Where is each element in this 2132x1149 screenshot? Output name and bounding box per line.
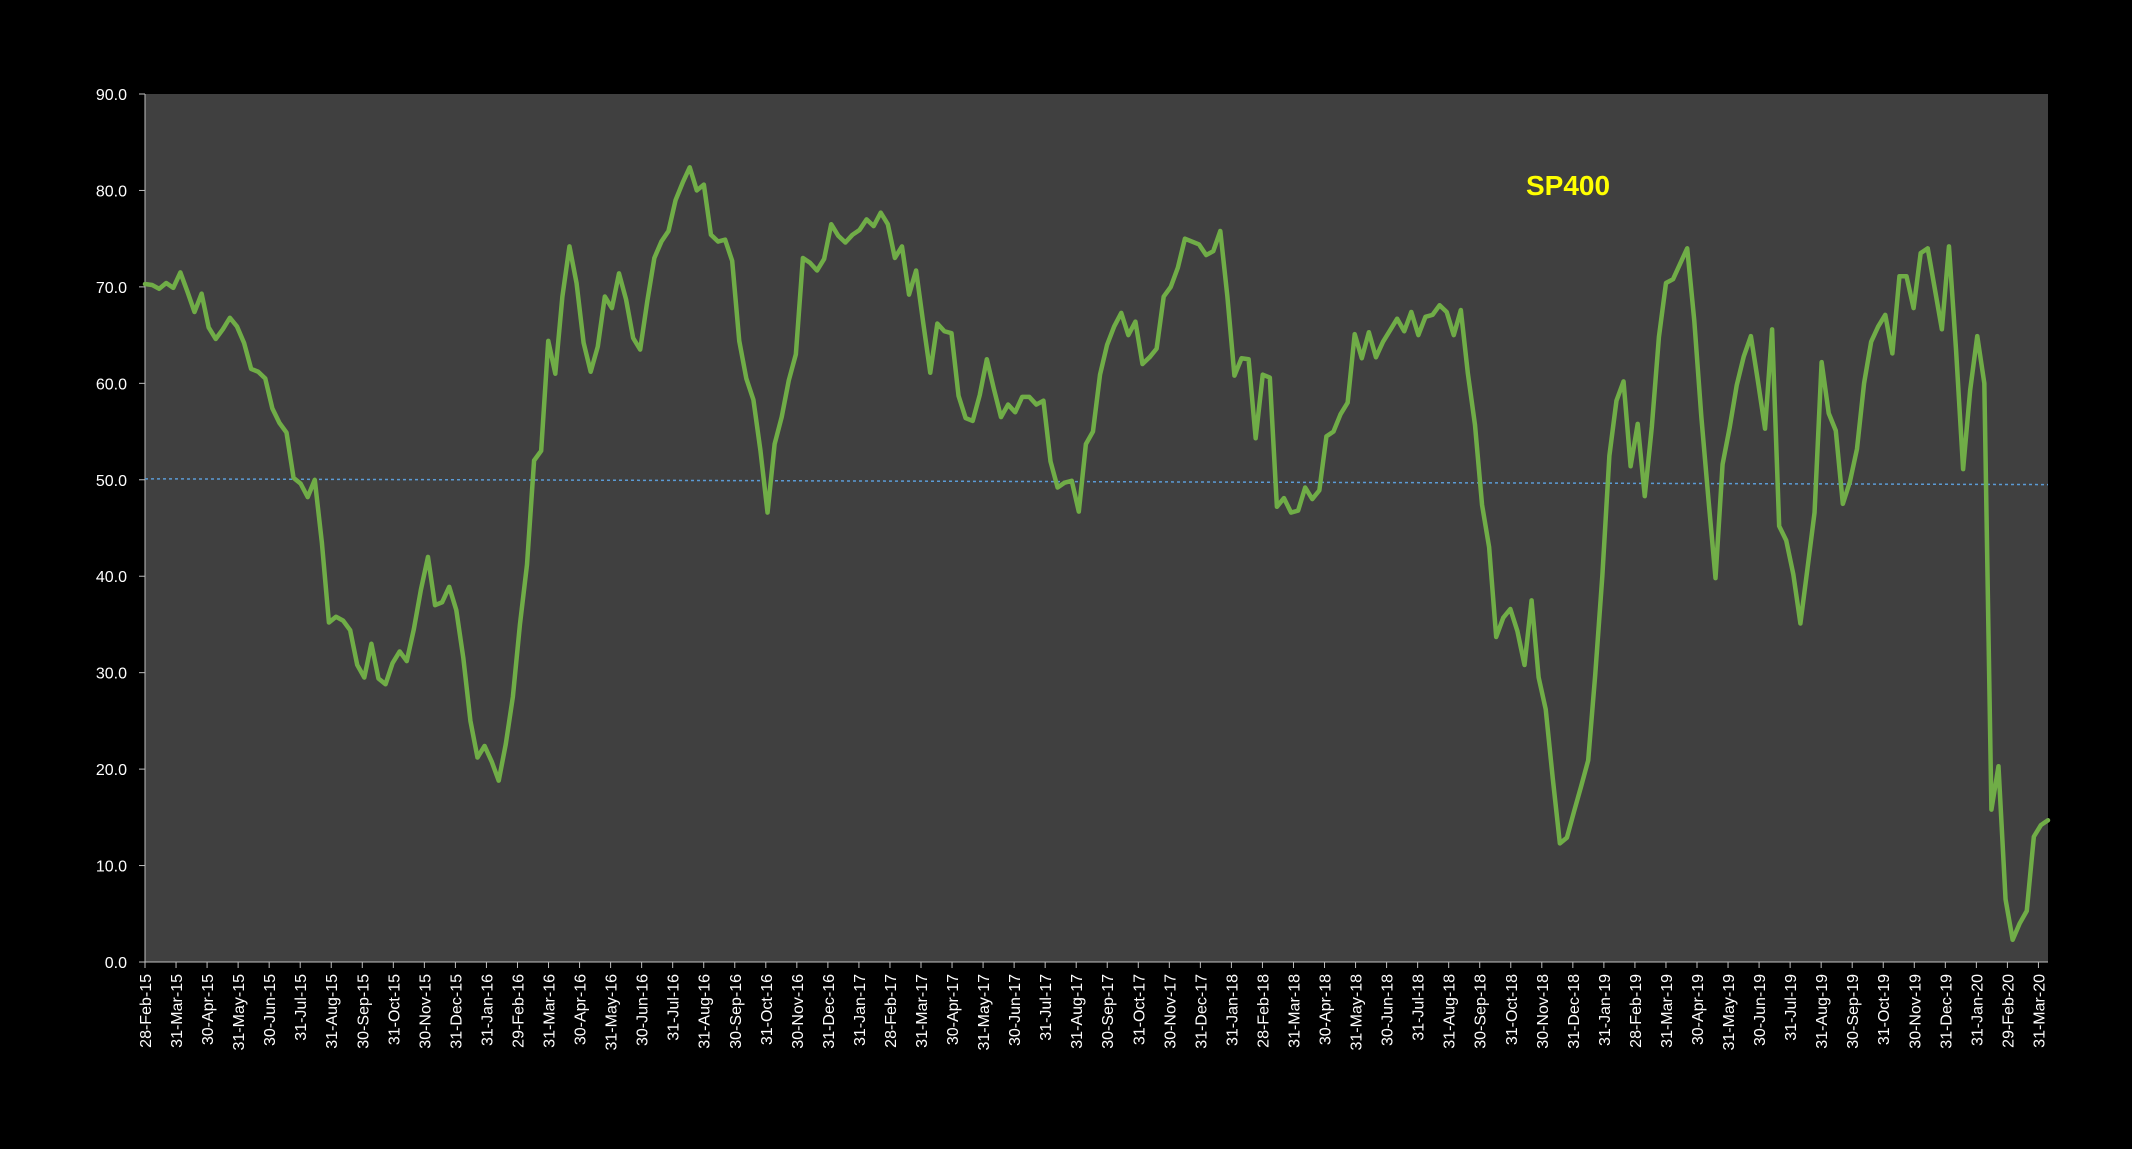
x-tick-label: 31-May-17 xyxy=(976,974,993,1051)
x-tick-label: 30-Apr-17 xyxy=(945,974,962,1045)
x-tick-label: 31-Dec-15 xyxy=(448,974,465,1049)
x-tick-label: 30-Jun-17 xyxy=(1007,974,1024,1046)
x-tick-label: 31-Oct-18 xyxy=(1504,974,1521,1045)
y-tick-label: 70.0 xyxy=(96,280,127,297)
x-tick-label: 31-Mar-19 xyxy=(1659,974,1676,1048)
x-tick-label: 31-Jul-18 xyxy=(1411,974,1428,1041)
x-tick-label: 30-Jun-15 xyxy=(262,974,279,1046)
x-tick-label: 30-Sep-19 xyxy=(1845,974,1862,1049)
x-tick-label: 31-Mar-16 xyxy=(542,974,559,1048)
x-tick-label: 30-Sep-15 xyxy=(355,974,372,1049)
x-tick-label: 31-Jan-17 xyxy=(852,974,869,1046)
series-line-sp400 xyxy=(142,165,2051,943)
x-tick-label: 31-Oct-16 xyxy=(759,974,776,1045)
x-tick-label: 31-Mar-17 xyxy=(914,974,931,1048)
x-tick-label: 31-May-18 xyxy=(1349,974,1366,1051)
x-tick-label: 31-Jan-18 xyxy=(1224,974,1241,1046)
x-tick-label: 30-Sep-17 xyxy=(1100,974,1117,1049)
x-tick-label: 28-Feb-18 xyxy=(1255,974,1272,1048)
x-tick-label: 31-Dec-19 xyxy=(1938,974,1955,1049)
x-tick-label: 31-Aug-19 xyxy=(1814,974,1831,1049)
x-tick-label: 31-Jul-16 xyxy=(666,974,683,1041)
x-tick-label: 31-Aug-16 xyxy=(697,974,714,1049)
x-tick-label: 31-May-19 xyxy=(1721,974,1738,1051)
y-tick-label: 10.0 xyxy=(96,859,127,876)
y-tick-label: 40.0 xyxy=(96,569,127,586)
x-tick-label: 30-Sep-18 xyxy=(1473,974,1490,1049)
x-tick-label: 30-Jun-18 xyxy=(1380,974,1397,1046)
x-tick-label: 31-Jul-17 xyxy=(1038,974,1055,1041)
x-tick-label: 30-Apr-18 xyxy=(1318,974,1335,1045)
y-tick-label: 0.0 xyxy=(105,955,127,972)
x-tick-label: 31-Oct-19 xyxy=(1876,974,1893,1045)
y-tick-label: 80.0 xyxy=(96,183,127,200)
y-tick-label: 90.0 xyxy=(96,87,127,104)
x-tick-label: 31-Mar-18 xyxy=(1286,974,1303,1048)
fifty-reference-line xyxy=(144,478,2049,486)
x-tick-label: 31-Aug-18 xyxy=(1442,974,1459,1049)
x-tick-label: 31-Jan-19 xyxy=(1597,974,1614,1046)
x-tick-label: 31-Jan-16 xyxy=(479,974,496,1046)
y-tick-label: 60.0 xyxy=(96,376,127,393)
x-tick-label: 31-Dec-16 xyxy=(821,974,838,1049)
x-tick-label: 31-Jan-20 xyxy=(1969,974,1986,1046)
x-tick-label: 30-Apr-16 xyxy=(573,974,590,1045)
x-tick-label: 31-Mar-20 xyxy=(2031,974,2048,1048)
x-tick-label: 31-Jul-19 xyxy=(1783,974,1800,1041)
x-tick-label: 31-Mar-15 xyxy=(169,974,186,1048)
x-tick-label: 31-Jul-15 xyxy=(293,974,310,1041)
chart-title: SP400 xyxy=(1526,170,1610,201)
x-tick-label: 31-Dec-18 xyxy=(1566,974,1583,1049)
y-tick-label: 50.0 xyxy=(96,473,127,490)
x-tick-label: 30-Apr-19 xyxy=(1690,974,1707,1045)
y-tick-label: 20.0 xyxy=(96,762,127,779)
x-tick-label: 31-Oct-15 xyxy=(386,974,403,1045)
x-tick-label: 30-Nov-15 xyxy=(417,974,434,1049)
x-tick-label: 31-Aug-17 xyxy=(1069,974,1086,1049)
x-tick-label: 28-Feb-17 xyxy=(883,974,900,1048)
x-tick-label: 30-Apr-15 xyxy=(200,974,217,1045)
x-tick-label: 30-Sep-16 xyxy=(728,974,745,1049)
x-tick-label: 30-Jun-16 xyxy=(635,974,652,1046)
x-tick-label: 28-Feb-15 xyxy=(138,974,155,1048)
x-tick-label: 29-Feb-16 xyxy=(510,974,527,1048)
x-tick-label: 31-Dec-17 xyxy=(1193,974,1210,1049)
y-axis: 0.0 10.0 20.0 30.0 40.0 50.0 60.0 70.0 80.0 90.0 xyxy=(96,87,146,972)
x-tick-label: 30-Jun-19 xyxy=(1752,974,1769,1046)
y-tick-label: 30.0 xyxy=(96,666,127,683)
x-tick-label: 28-Feb-19 xyxy=(1628,974,1645,1048)
x-tick-label: 29-Feb-20 xyxy=(2000,974,2017,1048)
x-tick-label: 31-Aug-15 xyxy=(324,974,341,1049)
x-tick-label: 30-Nov-16 xyxy=(790,974,807,1049)
x-tick-label: 30-Nov-19 xyxy=(1907,974,1924,1049)
x-axis: 28-Feb-15 31-Mar-15 30-Apr-15 31-May-15 30-J… xyxy=(138,961,2048,1051)
x-tick-label: 31-May-15 xyxy=(231,974,248,1051)
x-tick-label: 30-Nov-18 xyxy=(1535,974,1552,1049)
plot-area xyxy=(145,94,2048,962)
x-tick-label: 30-Nov-17 xyxy=(1162,974,1179,1049)
x-tick-label: 31-May-16 xyxy=(604,974,621,1051)
x-tick-label: 31-Oct-17 xyxy=(1131,974,1148,1045)
